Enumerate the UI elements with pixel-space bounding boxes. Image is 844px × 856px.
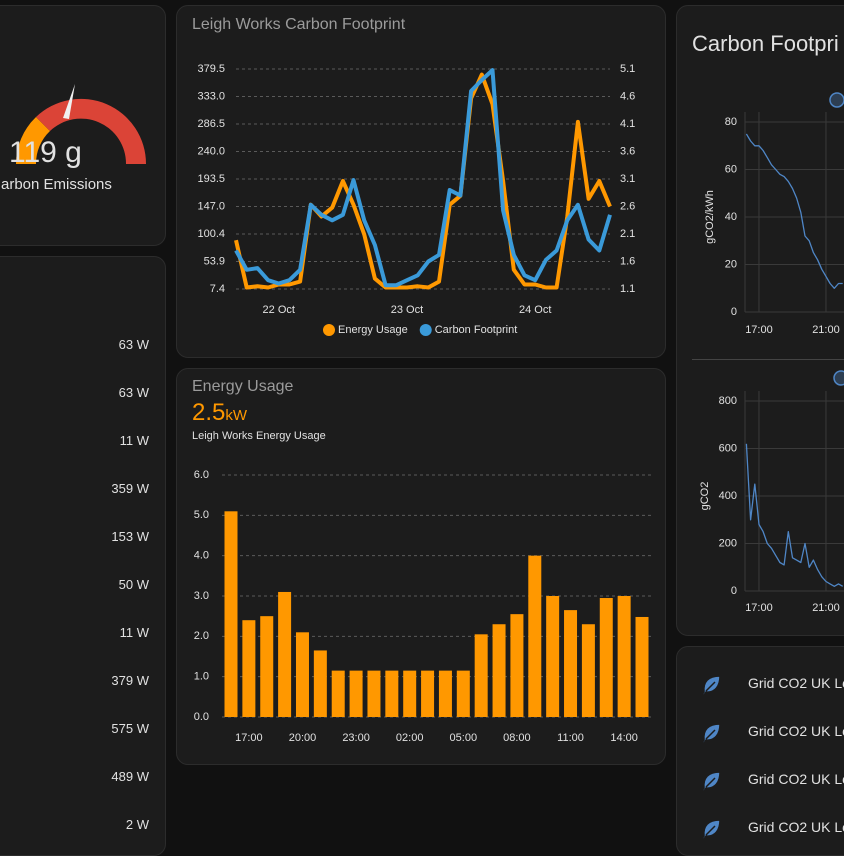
headline: 2.5kW [192, 399, 247, 427]
gauge-card: 119 g arbon Emissions [0, 5, 166, 246]
power-value: 489 W [111, 769, 149, 784]
subtitle: Leigh Works Energy Usage [192, 430, 326, 442]
gauge-band [36, 98, 147, 164]
gauge [15, 84, 147, 164]
card-title: Carbon Footpri [692, 31, 839, 56]
headline-value: 2.5 [192, 399, 226, 426]
grid-item: Grid CO2 UK Lo [748, 771, 844, 787]
leaf-icon [700, 771, 721, 792]
power-value: 2 W [125, 817, 149, 832]
grid-item: Grid CO2 UK Lo [748, 675, 844, 691]
headline-unit: kW [225, 407, 248, 424]
divider [692, 359, 844, 360]
power-value: 11 W [119, 625, 149, 640]
power-value: 575 W [111, 721, 149, 736]
grid-list-card: Grid CO2 UK Lo Grid CO2 UK Lo Grid CO2 UK … [676, 646, 844, 856]
leaf-icon [700, 675, 721, 696]
leaf-icon [700, 819, 721, 840]
footprint-card: Carbon Footpri [676, 5, 844, 636]
power-value: 63 W [118, 385, 149, 400]
carbon-chart-card: Leigh Works Carbon Footprint [176, 5, 666, 358]
card-title: Leigh Works Carbon Footprint [192, 16, 406, 33]
power-card: 63 W 63 W 11 W 359 W 153 W 50 W 11 W 379 W 575 W… [0, 256, 166, 856]
power-value: 11 W [119, 433, 149, 448]
grid-item: Grid CO2 UK Lo [748, 819, 844, 835]
gauge-needle [63, 84, 75, 119]
grid-item: Grid CO2 UK Lo [748, 723, 844, 739]
power-value: 63 W [118, 337, 149, 352]
gauge-band [15, 117, 50, 164]
power-value: 359 W [111, 481, 149, 496]
power-value: 379 W [111, 673, 149, 688]
leaf-icon [700, 723, 721, 744]
gauge-label: arbon Emissions [1, 176, 112, 193]
card-title: Energy Usage [192, 378, 294, 395]
power-value: 153 W [111, 529, 149, 544]
energy-card: Energy Usage 2.5kW Leigh Works Energy Us… [176, 368, 666, 765]
gauge-value: 119 g [9, 136, 82, 169]
power-value: 50 W [118, 577, 149, 592]
